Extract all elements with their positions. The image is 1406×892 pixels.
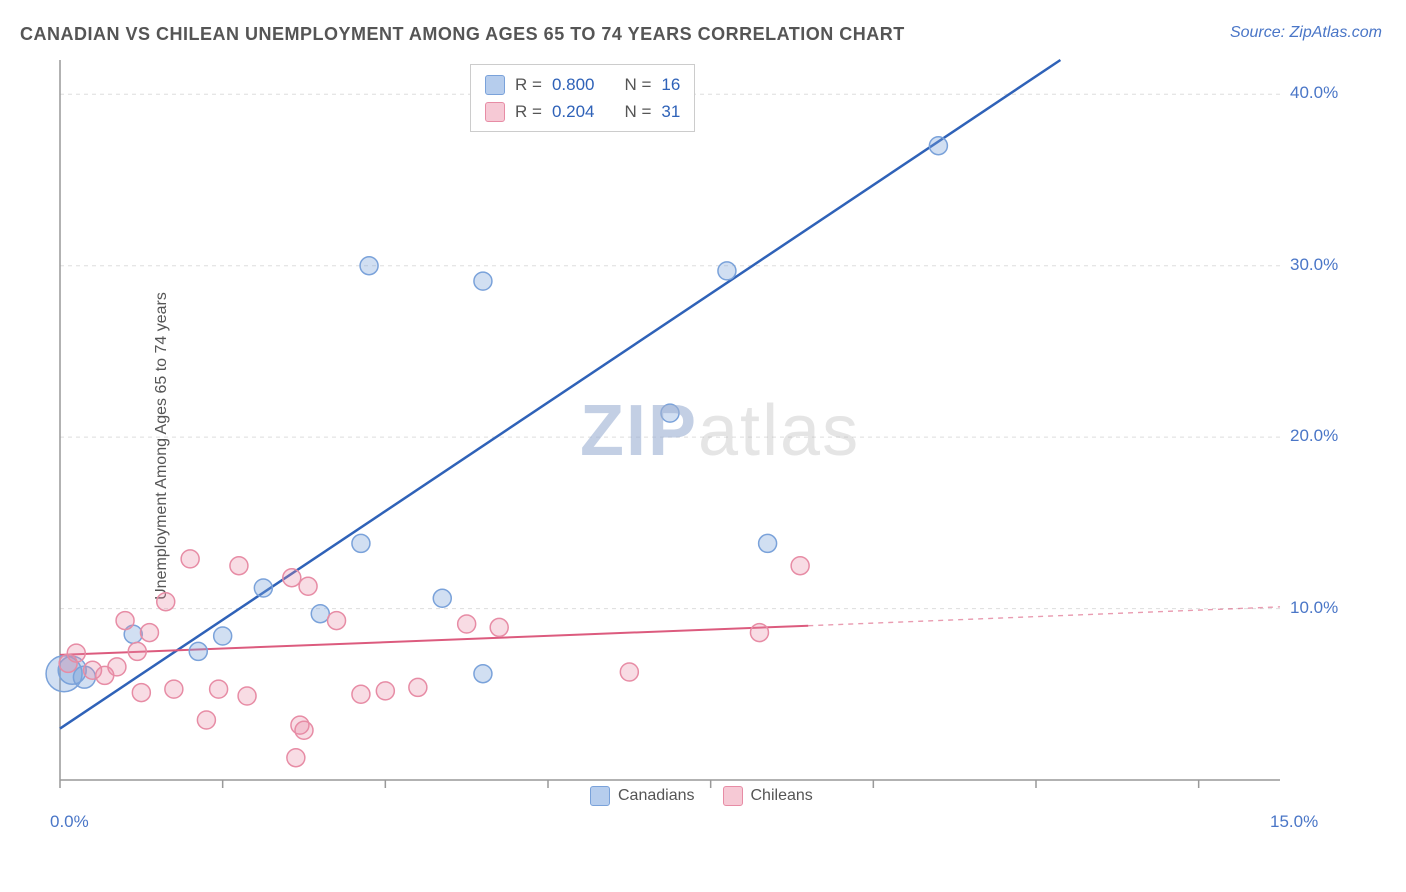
stat-n-value: 16 bbox=[661, 71, 680, 98]
x-tick-label: 0.0% bbox=[50, 812, 89, 832]
stat-r-value: 0.800 bbox=[552, 71, 595, 98]
y-tick-label: 20.0% bbox=[1290, 426, 1338, 446]
stat-n-value: 31 bbox=[661, 98, 680, 125]
stat-n-label: N = bbox=[624, 98, 651, 125]
y-tick-label: 10.0% bbox=[1290, 598, 1338, 618]
stat-r-label: R = bbox=[515, 98, 542, 125]
legend-swatch bbox=[723, 786, 743, 806]
legend-label: Canadians bbox=[618, 787, 695, 805]
legend-item: Canadians bbox=[590, 786, 695, 806]
series-swatch bbox=[485, 75, 505, 95]
stats-row: R = 0.800 N = 16 bbox=[485, 71, 680, 98]
legend-item: Chileans bbox=[723, 786, 813, 806]
series-swatch bbox=[485, 102, 505, 122]
chart-title: CANADIAN VS CHILEAN UNEMPLOYMENT AMONG A… bbox=[20, 24, 905, 45]
stats-row: R = 0.204 N = 31 bbox=[485, 98, 680, 125]
stats-legend-box: R = 0.800 N = 16 R = 0.204 N = 31 bbox=[470, 64, 695, 132]
x-tick-label: 15.0% bbox=[1270, 812, 1318, 832]
stat-n-label: N = bbox=[624, 71, 651, 98]
legend-swatch bbox=[590, 786, 610, 806]
stat-r-value: 0.204 bbox=[552, 98, 595, 125]
y-tick-label: 40.0% bbox=[1290, 83, 1338, 103]
source-attribution: Source: ZipAtlas.com bbox=[1230, 24, 1382, 42]
legend-label: Chileans bbox=[751, 787, 813, 805]
y-tick-label: 30.0% bbox=[1290, 255, 1338, 275]
scatter-plot: ZIPatlas R =0.800N =16R =0.204N =31 Cana… bbox=[50, 60, 1340, 820]
legend-bottom: Canadians Chileans bbox=[590, 786, 813, 806]
stat-r-label: R = bbox=[515, 71, 542, 98]
